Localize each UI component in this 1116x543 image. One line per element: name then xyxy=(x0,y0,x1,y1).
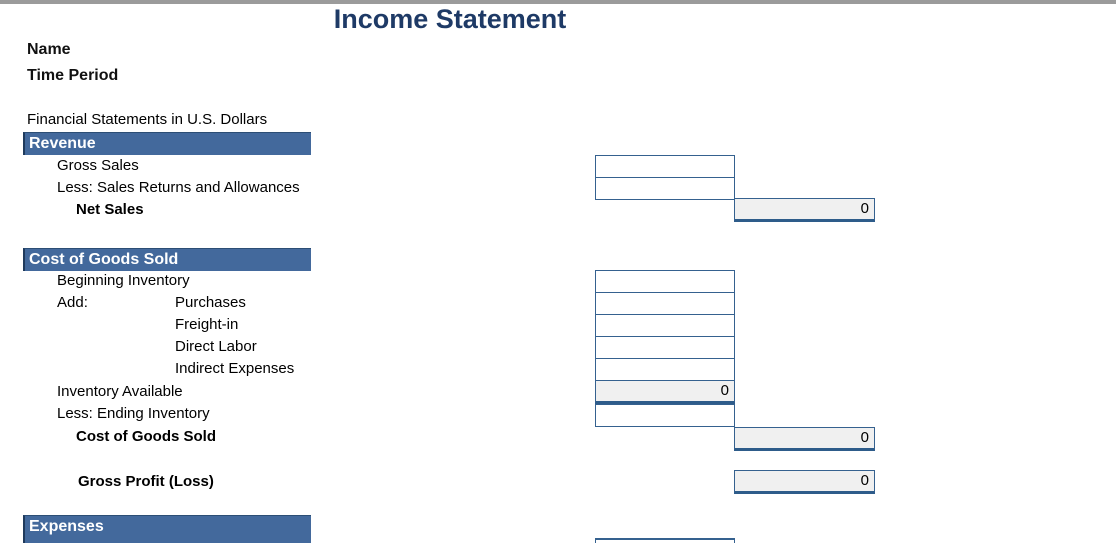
purchases-label: Purchases xyxy=(175,294,246,311)
add-prefix-label: Add: xyxy=(57,294,88,311)
cogs-total-label: Cost of Goods Sold xyxy=(76,428,216,445)
gross-profit-label: Gross Profit (Loss) xyxy=(78,473,214,490)
freight-in-label: Freight-in xyxy=(175,316,239,333)
direct-labor-label: Direct Labor xyxy=(175,338,257,355)
cogs-section-header: Cost of Goods Sold xyxy=(23,248,311,271)
window-top-strip xyxy=(0,0,1116,4)
gross-sales-input-cell[interactable] xyxy=(595,155,735,178)
time-period-label: Time Period xyxy=(27,67,119,84)
expenses-section-header: Expenses xyxy=(23,515,311,543)
cogs-total-cell[interactable]: 0 xyxy=(734,427,875,451)
revenue-section-header: Revenue xyxy=(23,132,311,155)
sales-returns-input-cell[interactable] xyxy=(595,177,735,200)
indirect-expenses-input-cell[interactable] xyxy=(595,358,735,381)
net-sales-total-cell[interactable]: 0 xyxy=(734,198,875,222)
inventory-available-total-cell[interactable]: 0 xyxy=(595,380,735,404)
name-label: Name xyxy=(27,41,71,58)
beginning-inventory-label: Beginning Inventory xyxy=(57,272,190,289)
subtitle: Financial Statements in U.S. Dollars xyxy=(27,111,268,128)
expenses-first-input-cell[interactable] xyxy=(595,538,735,543)
gross-profit-total-cell[interactable]: 0 xyxy=(734,470,875,494)
direct-labor-input-cell[interactable] xyxy=(595,336,735,359)
freight-in-input-cell[interactable] xyxy=(595,314,735,337)
inventory-available-label: Inventory Available xyxy=(57,383,183,400)
ending-inventory-input-cell[interactable] xyxy=(595,404,735,427)
beginning-inventory-input-cell[interactable] xyxy=(595,270,735,293)
indirect-expenses-label: Indirect Expenses xyxy=(175,360,295,377)
purchases-input-cell[interactable] xyxy=(595,292,735,315)
ending-inventory-label: Less: Ending Inventory xyxy=(57,405,210,422)
gross-sales-label: Gross Sales xyxy=(57,157,139,174)
net-sales-label: Net Sales xyxy=(76,201,144,218)
sales-returns-label: Less: Sales Returns and Allowances xyxy=(57,179,300,196)
page-title: Income Statement xyxy=(333,4,567,34)
